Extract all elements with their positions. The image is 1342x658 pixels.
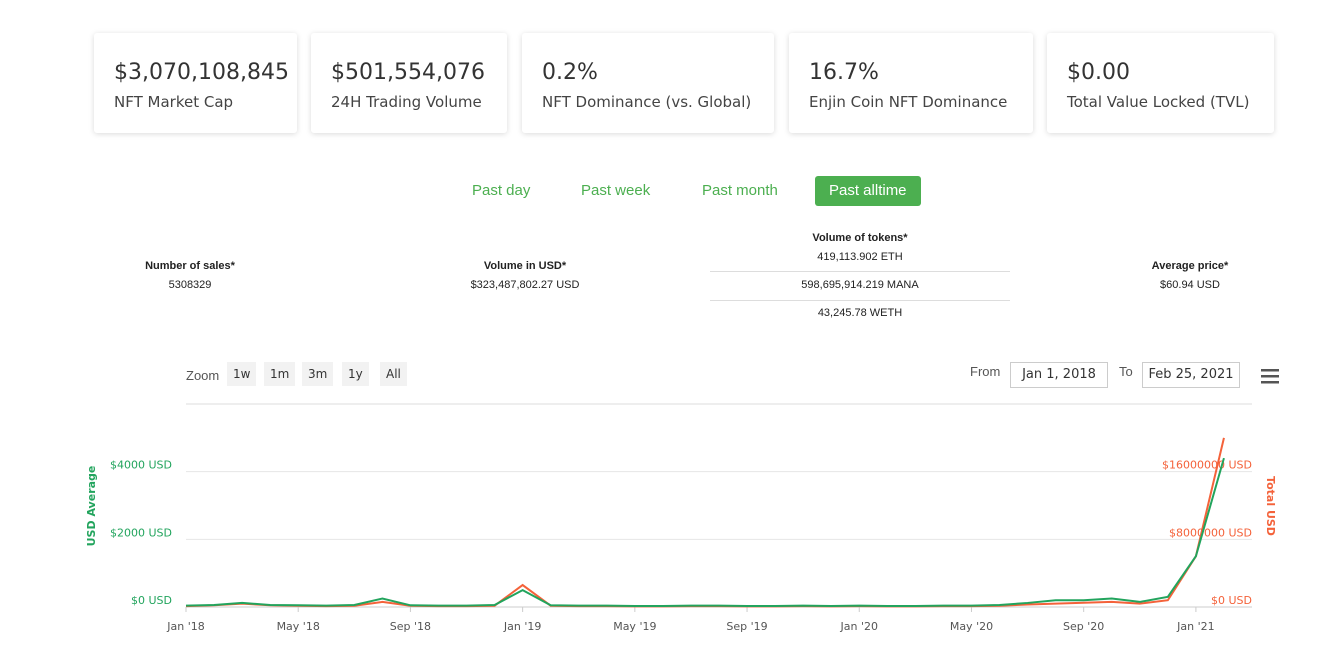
stat-label: NFT Dominance (vs. Global) [542,93,752,111]
x-tick-label: May '19 [613,620,656,633]
y-axis-title: USD Average [85,466,98,547]
tab[interactable]: Past alltime [815,176,921,206]
from-label: From [970,364,1001,379]
stat-label: NFT Market Cap [114,93,234,111]
x-tick-label: Jan '19 [503,620,541,633]
stat-card: $501,554,076 24H Trading Volume [311,33,507,133]
stat-label: Total Value Locked (TVL) [1067,93,1250,111]
summary-value: 5308329 [168,279,212,291]
y2-tick-label: $0 USD [1211,594,1252,607]
tab[interactable]: Past week [581,182,651,199]
to-label: To [1119,364,1133,379]
tab[interactable]: Past day [472,182,531,199]
stat-value: 0.2% [542,60,598,85]
y2-tick-label: $8000000 USD [1169,526,1252,539]
summary-label: Average price* [1151,260,1229,272]
stat-card: $0.00 Total Value Locked (TVL) [1047,33,1274,133]
zoom-button[interactable]: 1m [264,362,296,386]
stat-card: 16.7% Enjin Coin NFT Dominance [789,33,1033,133]
summary-value: 43,245.78 WETH [817,307,903,319]
x-tick-label: Jan '20 [840,620,878,633]
tab[interactable]: Past month [702,182,778,199]
stat-label: Enjin Coin NFT Dominance [809,93,1008,111]
x-tick-label: Sep '20 [1063,620,1104,633]
separator [710,300,1010,301]
stat-card: 0.2% NFT Dominance (vs. Global) [522,33,774,133]
from-input[interactable]: Jan 1, 2018 [1010,362,1108,388]
x-tick-label: Sep '19 [726,620,767,633]
summary-value: $323,487,802.27 USD [470,279,580,291]
x-tick-label: May '20 [950,620,993,633]
to-input[interactable]: Feb 25, 2021 [1142,362,1240,388]
series-line [185,457,1225,607]
summary-value: 419,113.902 ETH [817,251,903,263]
stat-value: 16.7% [809,60,879,85]
summary-label: Volume in USD* [483,260,567,272]
x-tick-label: Jan '18 [166,620,204,633]
x-tick-label: Jan '21 [1176,620,1214,633]
y-tick-label: $2000 USD [110,526,172,539]
zoom-button[interactable]: 1y [342,362,369,386]
stat-value: $501,554,076 [331,60,485,85]
stat-label: 24H Trading Volume [331,93,482,111]
zoom-button[interactable]: 1w [227,362,257,386]
y2-tick-label: $16000000 USD [1162,459,1252,472]
summary-label: Volume of tokens* [812,232,908,244]
summary-label: Number of sales* [145,260,235,272]
zoom-label: Zoom [186,368,220,383]
zoom-button[interactable]: 3m [302,362,334,386]
y2-axis-title: Total USD [1264,476,1277,536]
stat-card: $3,070,108,845 NFT Market Cap [94,33,297,133]
separator [710,271,1010,272]
stat-value: $0.00 [1067,60,1130,85]
summary-value: 598,695,914.219 MANA [801,279,919,291]
series-line [185,437,1225,608]
x-tick-label: Sep '18 [390,620,431,633]
x-tick-label: May '18 [277,620,320,633]
stat-value: $3,070,108,845 [114,60,289,85]
zoom-button[interactable]: All [380,362,407,386]
menu-button[interactable] [1261,368,1279,384]
summary-value: $60.94 USD [1160,279,1220,291]
y-tick-label: $0 USD [131,594,172,607]
y-tick-label: $4000 USD [110,459,172,472]
